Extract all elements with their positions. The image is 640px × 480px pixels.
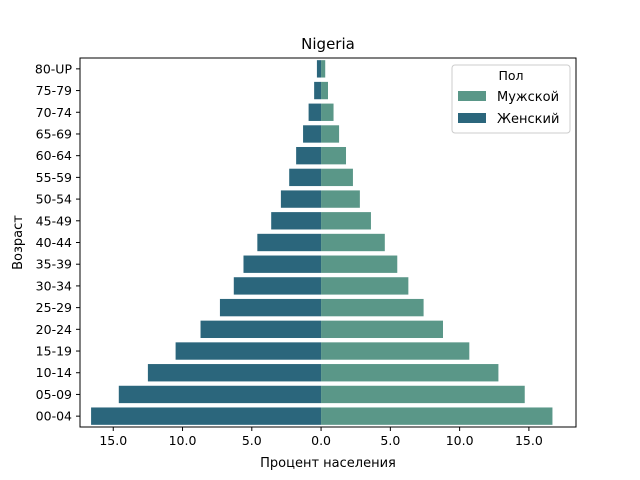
x-axis: 15.0 10.0 5.0 0.0 5.0 10.0 15.0 — [99, 427, 543, 448]
y-tick-label: 30-34 — [36, 278, 72, 293]
bar-male-60-64 — [321, 146, 347, 165]
bar-female-20-24 — [200, 320, 322, 339]
y-tick-label: 80-UP — [35, 61, 73, 76]
y-tick-label: 35-39 — [36, 257, 72, 272]
x-tick-label: 10.0 — [446, 433, 474, 448]
legend-label-female: Женский — [497, 112, 559, 127]
bar-male-10-14 — [321, 364, 499, 382]
bar-male-05-09 — [321, 385, 525, 404]
bar-female-80-UP — [316, 60, 322, 78]
x-tick-label: 10.0 — [169, 433, 197, 448]
x-tick-label: 0.0 — [311, 433, 331, 448]
y-tick-label: 55-59 — [36, 170, 72, 185]
x-tick-label: 5.0 — [242, 433, 262, 448]
y-axis-label: Возраст — [11, 215, 26, 270]
bar-female-35-39 — [243, 255, 322, 273]
legend-label-male: Мужской — [497, 90, 559, 105]
bar-male-40-44 — [321, 233, 385, 252]
chart-title: Nigeria — [301, 35, 355, 53]
y-tick-label: 60-64 — [36, 148, 72, 163]
x-tick-label: 5.0 — [380, 433, 400, 448]
bar-male-35-39 — [321, 255, 398, 273]
y-tick-label: 00-04 — [36, 409, 72, 424]
bar-male-50-54 — [321, 190, 360, 208]
bar-male-30-34 — [321, 277, 409, 295]
y-axis: 80-UP 75-79 70-74 65-69 60-64 55-59 50-54 45-49… — [35, 61, 80, 424]
y-tick-label: 25-29 — [36, 300, 72, 315]
bar-female-55-59 — [289, 168, 322, 187]
y-tick-label: 10-14 — [36, 365, 72, 380]
bar-male-75-79 — [321, 81, 328, 100]
y-tick-label: 50-54 — [36, 192, 72, 207]
bar-female-60-64 — [296, 146, 322, 165]
bar-female-10-14 — [147, 364, 322, 382]
bar-male-20-24 — [321, 320, 443, 339]
bar-male-80-UP — [321, 60, 326, 78]
bar-male-70-74 — [321, 103, 334, 121]
legend-title: Пол — [498, 68, 523, 83]
legend: Пол Мужской Женский — [451, 64, 571, 134]
bar-female-45-49 — [271, 212, 322, 230]
y-tick-label: 15-19 — [36, 344, 72, 359]
bar-male-25-29 — [321, 298, 424, 317]
y-tick-label: 65-69 — [36, 126, 72, 141]
bars-layer — [91, 60, 553, 425]
bar-female-15-19 — [175, 342, 322, 360]
y-tick-label: 45-49 — [36, 213, 72, 228]
x-axis-label: Процент населения — [260, 456, 396, 471]
y-tick-label: 05-09 — [36, 387, 72, 402]
bar-female-75-79 — [314, 81, 322, 100]
y-tick-label: 75-79 — [36, 83, 72, 98]
bar-male-65-69 — [321, 125, 340, 143]
bar-female-50-54 — [280, 190, 322, 208]
bar-male-00-04 — [321, 407, 553, 425]
bar-female-65-69 — [303, 125, 322, 143]
x-tick-label: 15.0 — [515, 433, 543, 448]
legend-swatch-male — [458, 91, 486, 101]
bar-male-55-59 — [321, 168, 353, 187]
bar-male-15-19 — [321, 342, 470, 360]
bar-female-25-29 — [219, 298, 322, 317]
bar-female-00-04 — [91, 407, 322, 425]
legend-swatch-female — [458, 113, 486, 123]
bar-male-45-49 — [321, 212, 371, 230]
y-tick-label: 20-24 — [36, 322, 72, 337]
bar-female-05-09 — [118, 385, 322, 404]
y-tick-label: 40-44 — [36, 235, 72, 250]
x-tick-label: 15.0 — [99, 433, 127, 448]
bar-female-70-74 — [308, 103, 322, 121]
y-tick-label: 70-74 — [36, 105, 72, 120]
bar-female-30-34 — [233, 277, 322, 295]
bar-female-40-44 — [257, 233, 322, 252]
